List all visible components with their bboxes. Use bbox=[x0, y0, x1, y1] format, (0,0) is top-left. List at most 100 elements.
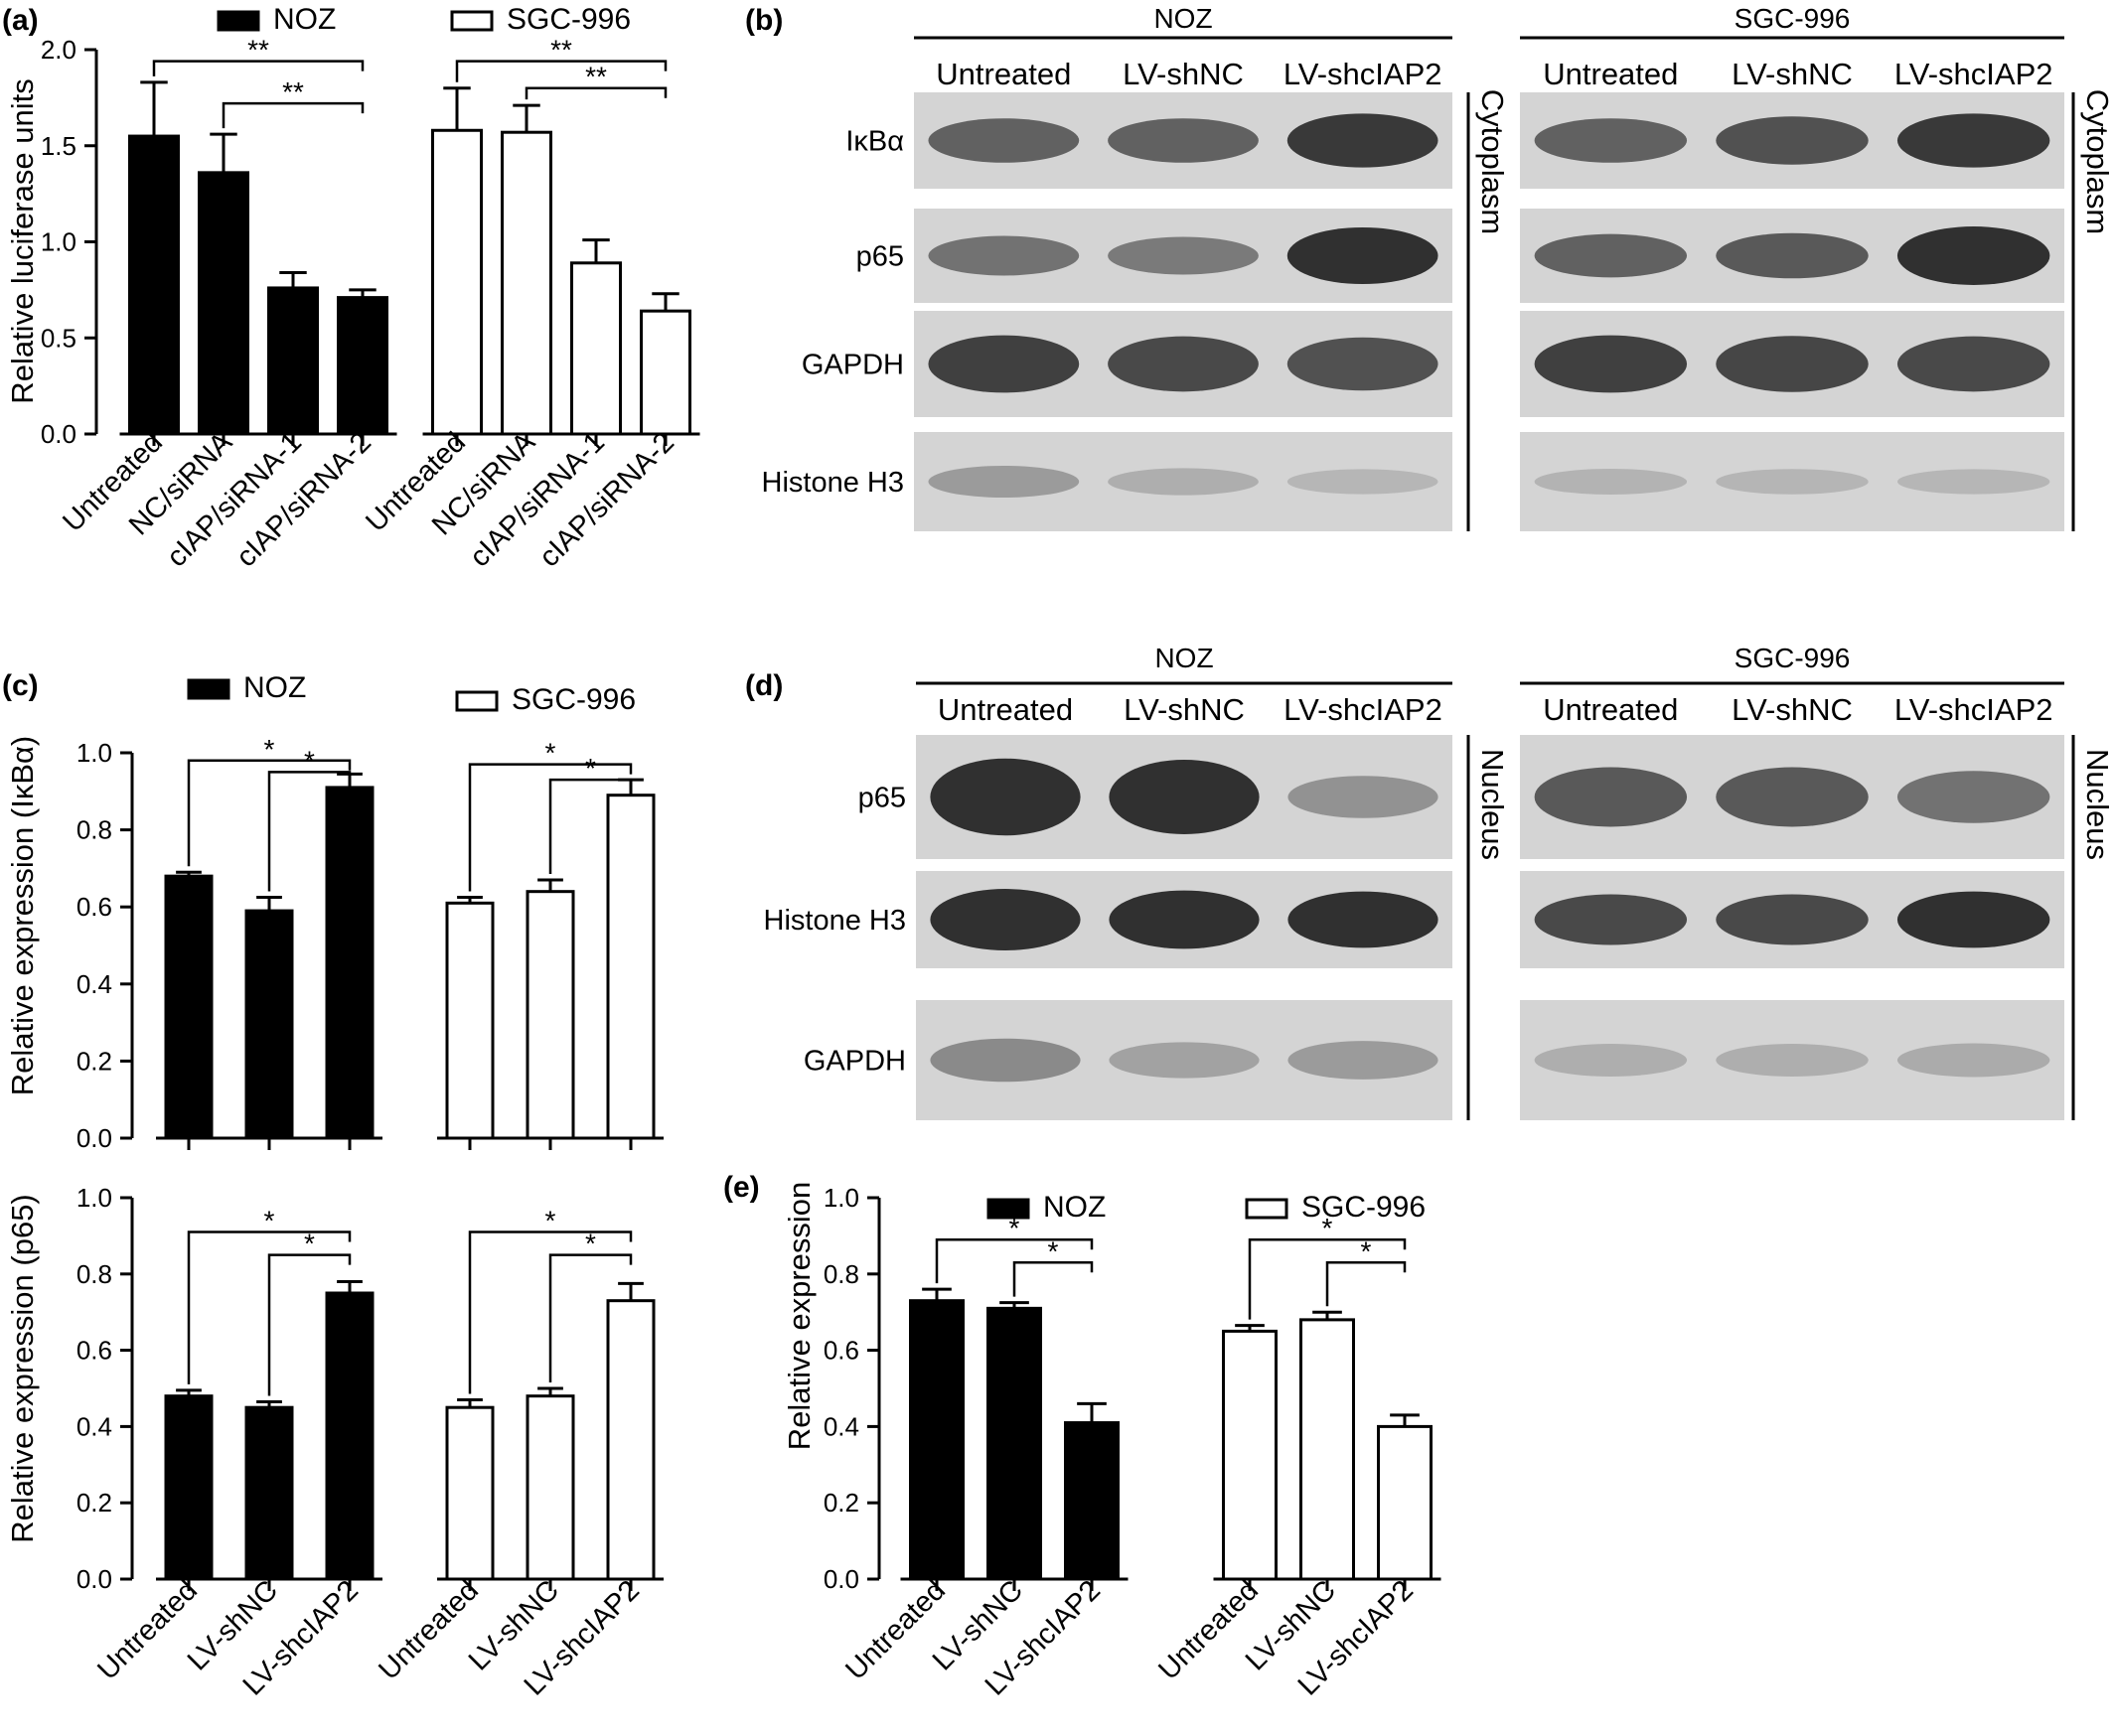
significance-bracket bbox=[455, 60, 668, 82]
legend-swatch-noz bbox=[986, 1198, 1030, 1220]
blot-band bbox=[1534, 767, 1688, 827]
significance-bracket bbox=[548, 1253, 633, 1382]
bar bbox=[128, 134, 180, 436]
significance-label: * bbox=[545, 1206, 556, 1236]
blot-band bbox=[1286, 469, 1438, 495]
bar bbox=[570, 261, 622, 436]
y-tick-label: 2.0 bbox=[41, 35, 76, 65]
y-tick-label: 0.4 bbox=[76, 1411, 112, 1441]
legend-swatch-sgc996 bbox=[455, 690, 499, 712]
blot-band bbox=[1287, 776, 1438, 818]
bar bbox=[267, 286, 319, 436]
y-tick-label: 0.5 bbox=[41, 323, 76, 353]
blot-band bbox=[1896, 336, 2050, 392]
bar bbox=[526, 1394, 575, 1581]
significance-label: * bbox=[1048, 1235, 1059, 1266]
blot-header-sgc996: SGC-996 bbox=[1735, 3, 1851, 34]
blot-row-label: p65 bbox=[858, 783, 906, 814]
western-blot-b-cytoplasm: NOZ Untreated LV-shNC LV-shcIAP2 SGC-996 Untr… bbox=[762, 3, 2114, 531]
blot-row-label: GAPDH bbox=[804, 1046, 906, 1078]
bar bbox=[1299, 1318, 1355, 1581]
y-tick-label: 1.0 bbox=[41, 227, 76, 257]
bar bbox=[244, 909, 294, 1140]
significance-label: * bbox=[304, 1229, 315, 1259]
y-tick-label: 0.6 bbox=[824, 1336, 859, 1366]
significance-label: * bbox=[1009, 1213, 1020, 1243]
blot-band bbox=[1896, 226, 2050, 285]
compartment-label: Cytoplasm bbox=[2080, 89, 2114, 234]
blot-header-sgc996: SGC-996 bbox=[1735, 643, 1851, 673]
blot-lane-label: LV-shNC bbox=[1732, 692, 1853, 727]
y-axis-title: Relative luciferase units bbox=[5, 78, 40, 403]
blot-band bbox=[1896, 1043, 2050, 1078]
blot-band bbox=[930, 758, 1081, 836]
blot-band bbox=[1534, 1044, 1688, 1077]
chart-c-ikba: 0.0 0.2 0.4 0.6 0.8 1.0 Relative expression (I… bbox=[5, 671, 664, 1153]
legend-label: SGC-996 bbox=[1301, 1191, 1426, 1224]
blot-strip bbox=[1520, 432, 2064, 531]
bar bbox=[198, 171, 249, 436]
y-tick-label: 0.4 bbox=[76, 969, 112, 999]
bar bbox=[337, 296, 388, 436]
compartment-label: Cytoplasm bbox=[1475, 89, 1510, 234]
significance-bracket bbox=[1012, 1261, 1094, 1297]
bar bbox=[606, 794, 656, 1140]
panel-label-e: (e) bbox=[723, 1171, 760, 1204]
y-tick-label: 1.5 bbox=[41, 131, 76, 161]
chart-c-p65: 0.0 0.2 0.4 0.6 0.8 1.0 Relative expression (p… bbox=[5, 1183, 664, 1702]
legend-label: SGC-996 bbox=[507, 3, 631, 36]
legend-swatch-noz bbox=[187, 678, 230, 700]
legend-swatch-noz bbox=[217, 10, 260, 32]
bar bbox=[325, 1291, 375, 1581]
blot-header-noz: NOZ bbox=[1154, 643, 1213, 673]
blot-strip bbox=[914, 432, 1452, 531]
significance-label: ** bbox=[247, 35, 269, 66]
blot-band bbox=[1534, 469, 1688, 495]
blot-band bbox=[1716, 469, 1869, 495]
blot-lane-label: LV-shcIAP2 bbox=[1894, 692, 2053, 727]
blot-band bbox=[928, 235, 1080, 276]
blot-band bbox=[1286, 113, 1438, 168]
blot-band bbox=[1534, 118, 1688, 163]
y-tick-label: 0.0 bbox=[76, 1564, 112, 1594]
significance-label: * bbox=[1322, 1213, 1333, 1243]
y-tick-label: 0.6 bbox=[76, 892, 112, 922]
blot-strip bbox=[916, 1000, 1452, 1120]
y-tick-label: 0.0 bbox=[41, 419, 76, 449]
blot-row-label: Histone H3 bbox=[762, 467, 904, 499]
blot-row-label: Histone H3 bbox=[764, 905, 906, 937]
blot-band bbox=[1108, 118, 1259, 163]
bar bbox=[445, 901, 495, 1140]
blot-band bbox=[1716, 1044, 1869, 1077]
blot-strip bbox=[1520, 1000, 2064, 1120]
blot-band bbox=[1716, 767, 1869, 827]
y-tick-label: 1.0 bbox=[76, 738, 112, 768]
bar bbox=[501, 130, 552, 436]
significance-bracket bbox=[152, 60, 365, 76]
blot-band bbox=[1109, 890, 1260, 949]
bar bbox=[164, 874, 214, 1140]
blot-band bbox=[1716, 894, 1869, 945]
y-tick-label: 0.6 bbox=[76, 1336, 112, 1366]
blot-band bbox=[1716, 116, 1869, 165]
significance-bracket bbox=[1248, 1237, 1407, 1320]
significance-bracket bbox=[935, 1237, 1094, 1284]
blot-band bbox=[1109, 760, 1260, 834]
blot-band bbox=[1896, 469, 2050, 495]
bar bbox=[640, 309, 691, 436]
legend-swatch-sgc996 bbox=[450, 10, 494, 32]
bar bbox=[986, 1306, 1042, 1581]
blot-row-label: p65 bbox=[856, 241, 904, 273]
blot-lane-label: LV-shcIAP2 bbox=[1284, 692, 1442, 727]
blot-lane-label: Untreated bbox=[938, 692, 1073, 727]
x-category-label: Untreated bbox=[373, 1574, 485, 1686]
panel-label-a: (a) bbox=[2, 4, 39, 37]
blot-band bbox=[1896, 891, 2050, 948]
y-tick-label: 0.0 bbox=[76, 1123, 112, 1153]
blot-band bbox=[928, 466, 1080, 498]
significance-label: ** bbox=[282, 76, 304, 107]
x-category-label: Untreated bbox=[1152, 1574, 1265, 1686]
blot-lane-label: Untreated bbox=[1543, 692, 1678, 727]
